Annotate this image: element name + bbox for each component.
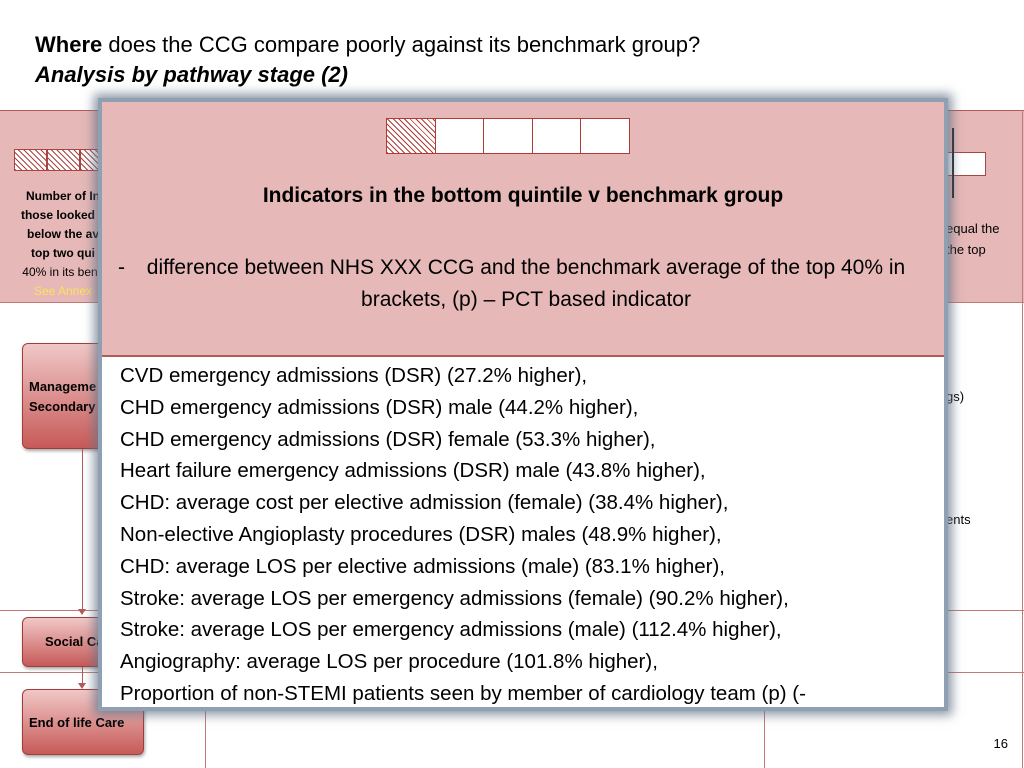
right-cell-text: gs) [946,389,965,404]
popup-title: Indicators in the bottom quintile v benc… [262,184,784,207]
annex-link[interactable]: See Annex [33,284,93,298]
right-label-line: equal the [946,221,1000,236]
arrow-down-icon [78,609,86,615]
benchmark-marker [952,128,954,198]
page-number: 16 [993,736,1008,751]
popup-header: Indicators in the bottom quintile v benc… [102,102,944,357]
popup-subtitle: - difference between NHS XXX CCG and the… [116,252,936,316]
quintile-legend [386,118,630,154]
left-label-line: 40% in its benc [22,265,104,279]
slide-subtitle: Analysis by pathway stage (2) [35,62,348,87]
right-label-line: the top [946,242,986,257]
list-item: Proportion of non-STEMI patients seen by… [120,681,806,705]
subtitle-dash: - [118,256,125,279]
flow-connector [82,667,83,683]
left-label-line: top two qui [31,246,95,260]
stage-label: End of life Care [29,715,125,730]
quintile-cell [434,118,485,154]
quintile-cell [531,118,582,154]
left-header-label: Number of In those looked a below the av… [8,187,118,301]
indicator-popup: Indicators in the bottom quintile v benc… [98,98,948,711]
list-item: CVD emergency admissions (DSR) (27.2% hi… [120,364,588,387]
list-item: CHD: average LOS per elective admissions… [120,554,726,578]
quintile-cell [483,118,533,154]
list-item: CHD emergency admissions (DSR) female (5… [120,427,656,451]
left-label-line: those looked a [20,208,106,222]
slide-title: Where does the CCG compare poorly agains… [35,30,700,60]
list-item: Non-elective Angioplasty procedures (DSR… [120,522,722,546]
flow-connector [82,449,83,609]
quintile-cell [47,149,80,171]
list-item: Stroke: average LOS per emergency admiss… [120,618,782,642]
list-item: Angiography: average LOS per procedure (… [120,650,658,674]
subtitle-text: difference between NHS XXX CCG and the b… [146,256,906,311]
stage-label: Manageme [29,379,97,394]
left-label-line: below the av [26,227,100,241]
stage-label: Social Ca [45,634,104,649]
list-item: Heart failure emergency admissions (DSR)… [120,459,706,483]
quintile-cell [580,118,630,154]
right-header-label: equal the the top [946,218,1000,260]
arrow-down-icon [78,683,86,689]
title-block: Where does the CCG compare poorly agains… [35,30,700,90]
list-item: CHD: average cost per elective admission… [120,491,729,515]
quintile-cell [14,149,47,171]
quintile-cell-highlighted [386,118,436,154]
list-item: CHD emergency admissions (DSR) male (44.… [120,395,639,419]
column-divider [1022,110,1023,768]
indicator-list: CVD emergency admissions (DSR) (27.2% hi… [120,360,944,707]
left-label-line: Number of In [26,189,100,203]
right-cell-text: ents [946,512,971,527]
title-bold-word: Where [35,32,103,57]
list-item: Stroke: average LOS per emergency admiss… [120,586,789,610]
stage-label: Secondary [29,399,96,414]
title-rest: does the CCG compare poorly against its … [102,32,701,57]
